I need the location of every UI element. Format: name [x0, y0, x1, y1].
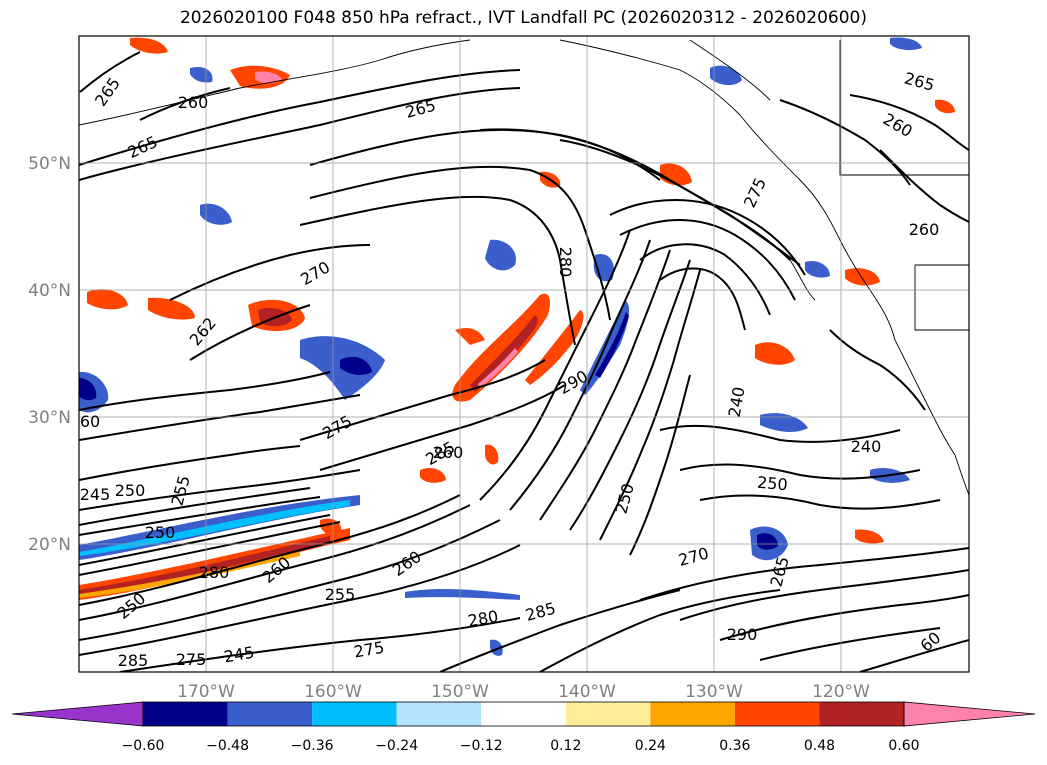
map-panel: 265 2602652652652602752602702622802902752…: [79, 36, 969, 672]
colorbar: −0.60 −0.48 −0.36 −0.24 −0.12 0.12 0.24 0.36 0.4…: [11, 701, 1036, 754]
colorbar-tick-label: 0.24: [635, 738, 666, 754]
colorbar-bin: [312, 702, 397, 726]
colorbar-tick-label: −0.24: [375, 738, 418, 754]
contour-label: 260: [178, 93, 209, 112]
colorbar-bin: [227, 702, 313, 726]
contour-label: 260: [433, 443, 464, 462]
colorbar-tick-label: 0.12: [550, 738, 581, 754]
colorbar-bin: [650, 702, 735, 726]
colorbar-tick-label: 0.60: [888, 738, 919, 754]
colorbar-tick-label: −0.12: [460, 738, 503, 754]
contour-label: 250: [756, 473, 788, 495]
lon-tick-label: 120°W: [812, 682, 870, 702]
colorbar-bin: [143, 702, 228, 726]
contour-label: 240: [851, 437, 882, 456]
coastlines: [79, 39, 969, 496]
map-title: 2026020100 F048 850 hPa refract., IVT La…: [179, 8, 867, 28]
lat-tick-label: 30°N: [28, 408, 71, 428]
lat-tick-label: 40°N: [28, 281, 71, 301]
lat-tick-label: 50°N: [28, 154, 71, 174]
contour-label: 245: [80, 485, 111, 504]
contour-label: 260: [909, 220, 940, 239]
colorbar-bin: [734, 702, 820, 726]
colorbar-tick-label: −0.60: [122, 738, 165, 754]
colorbar-bin: [396, 702, 482, 726]
colorbar-bin: [481, 702, 566, 726]
longitude-labels: 170°W 160°W 150°W 140°W 130°W 120°W: [177, 682, 870, 702]
contour-label: 255: [325, 585, 356, 604]
colorbar-tick-label: 0.36: [719, 738, 750, 754]
colorbar-bin: [565, 702, 651, 726]
lon-tick-label: 150°W: [431, 682, 489, 702]
lon-tick-label: 160°W: [304, 682, 362, 702]
colorbar-bin: [819, 702, 904, 726]
colorbar-tick-label: −0.48: [206, 738, 249, 754]
lon-tick-label: 130°W: [685, 682, 743, 702]
contour-label: 285: [118, 651, 149, 670]
contour-label: 275: [176, 650, 207, 669]
colorbar-extend-high: [903, 701, 1036, 727]
contour-label: 60: [80, 412, 100, 431]
graticule: [79, 36, 969, 672]
lat-tick-label: 20°N: [28, 535, 71, 555]
lon-tick-label: 170°W: [177, 682, 235, 702]
contour-label: 250: [145, 523, 176, 542]
latitude-labels: 50°N 40°N 30°N 20°N: [28, 154, 71, 555]
contour-label: 280: [556, 247, 575, 278]
contour-label: 250: [115, 481, 146, 500]
lon-tick-label: 140°W: [558, 682, 616, 702]
contour-label: 290: [727, 625, 758, 644]
colorbar-tick-label: 0.48: [804, 738, 835, 754]
contour-label: 280: [199, 563, 230, 582]
colorbar-tick-label: −0.36: [291, 738, 334, 754]
colorbar-extend-low: [11, 701, 144, 727]
